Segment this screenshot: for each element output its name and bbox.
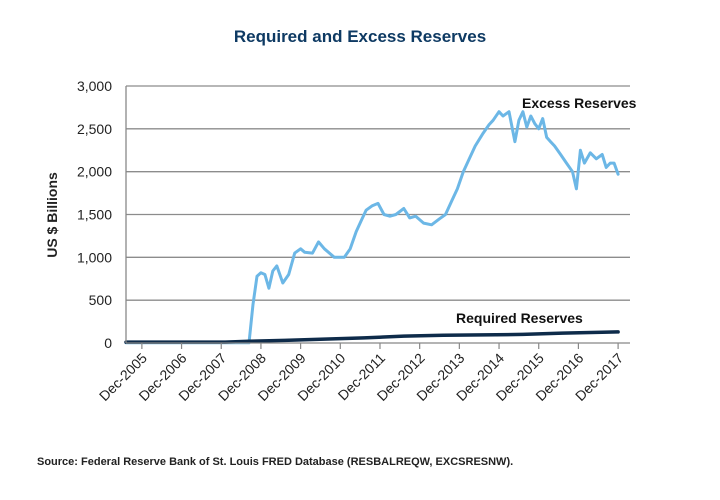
y-tick-label: 2,500 [77,121,112,137]
y-tick-label: 0 [104,335,112,351]
source-note: Source: Federal Reserve Bank of St. Loui… [37,456,514,468]
required-reserves-line [124,330,620,344]
chart-title: Required and Excess Reserves [233,27,487,46]
axes [125,86,630,349]
y-tick-label: 1,500 [77,207,112,223]
y-tick-label: 1,000 [77,249,112,265]
y-tick-label: 500 [89,292,113,308]
excess-reserves-label: Excess Reserves [522,95,637,111]
y-tick-label: 3,000 [77,78,112,94]
series-lines [124,110,620,345]
required-reserves-label: Required Reserves [456,310,583,326]
gridlines [126,85,630,301]
excess-reserves-line [124,110,620,345]
y-tick-label: 2,000 [77,164,112,180]
